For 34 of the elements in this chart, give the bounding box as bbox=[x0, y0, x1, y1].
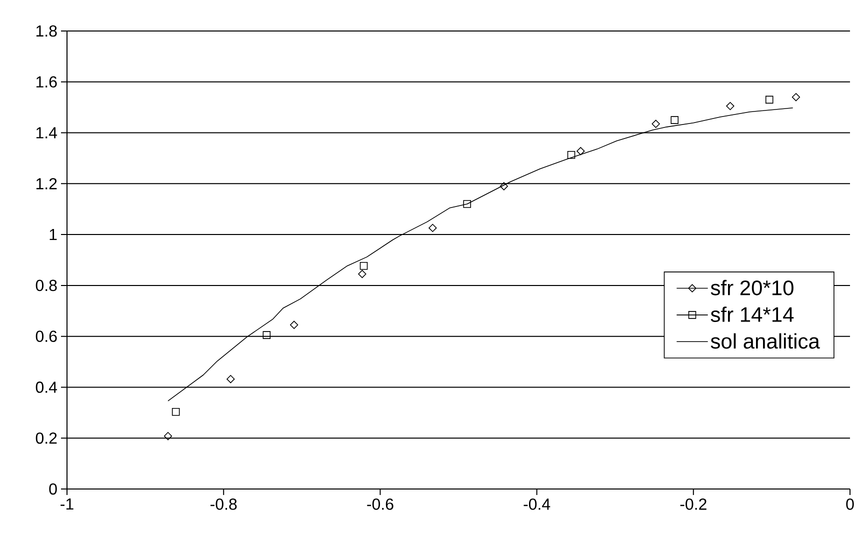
point bbox=[765, 96, 774, 104]
x-tick-label: -0.4 bbox=[524, 498, 550, 510]
x-tick-label: -1 bbox=[60, 498, 74, 510]
y-tick-label: 0.2 bbox=[36, 432, 57, 444]
point bbox=[463, 200, 472, 208]
point bbox=[652, 120, 660, 128]
y-tick-label: 0.4 bbox=[36, 382, 58, 393]
legend-label: sol analitica bbox=[710, 333, 820, 349]
point bbox=[792, 93, 800, 102]
x-tick-label: -0.2 bbox=[680, 498, 706, 510]
point bbox=[428, 224, 437, 232]
point bbox=[290, 320, 298, 329]
legend-label: sfr 14*14 bbox=[710, 306, 794, 322]
x-tick-label: -0.6 bbox=[367, 498, 394, 510]
y-tick-label: 1.6 bbox=[36, 76, 57, 88]
point bbox=[164, 432, 172, 440]
y-tick-label: 0.8 bbox=[36, 280, 57, 292]
point bbox=[500, 182, 508, 190]
x-tick-label: -0.8 bbox=[210, 498, 237, 510]
legend-label: sfr 20*10 bbox=[710, 280, 794, 296]
y-tick-label: 0.6 bbox=[36, 330, 57, 342]
point bbox=[576, 147, 585, 156]
y-tick-label: 1.8 bbox=[36, 25, 57, 37]
y-tick-label: 1.2 bbox=[36, 178, 57, 190]
point bbox=[226, 375, 235, 384]
point bbox=[670, 116, 679, 124]
x-tick-label: 0 bbox=[846, 498, 854, 510]
y-tick-label: 1 bbox=[50, 229, 57, 240]
point bbox=[172, 408, 180, 416]
y-tick-label: 1.4 bbox=[36, 127, 58, 138]
point bbox=[726, 102, 734, 110]
point bbox=[567, 151, 576, 159]
y-tick-label: 0 bbox=[49, 483, 57, 495]
point bbox=[262, 331, 271, 339]
